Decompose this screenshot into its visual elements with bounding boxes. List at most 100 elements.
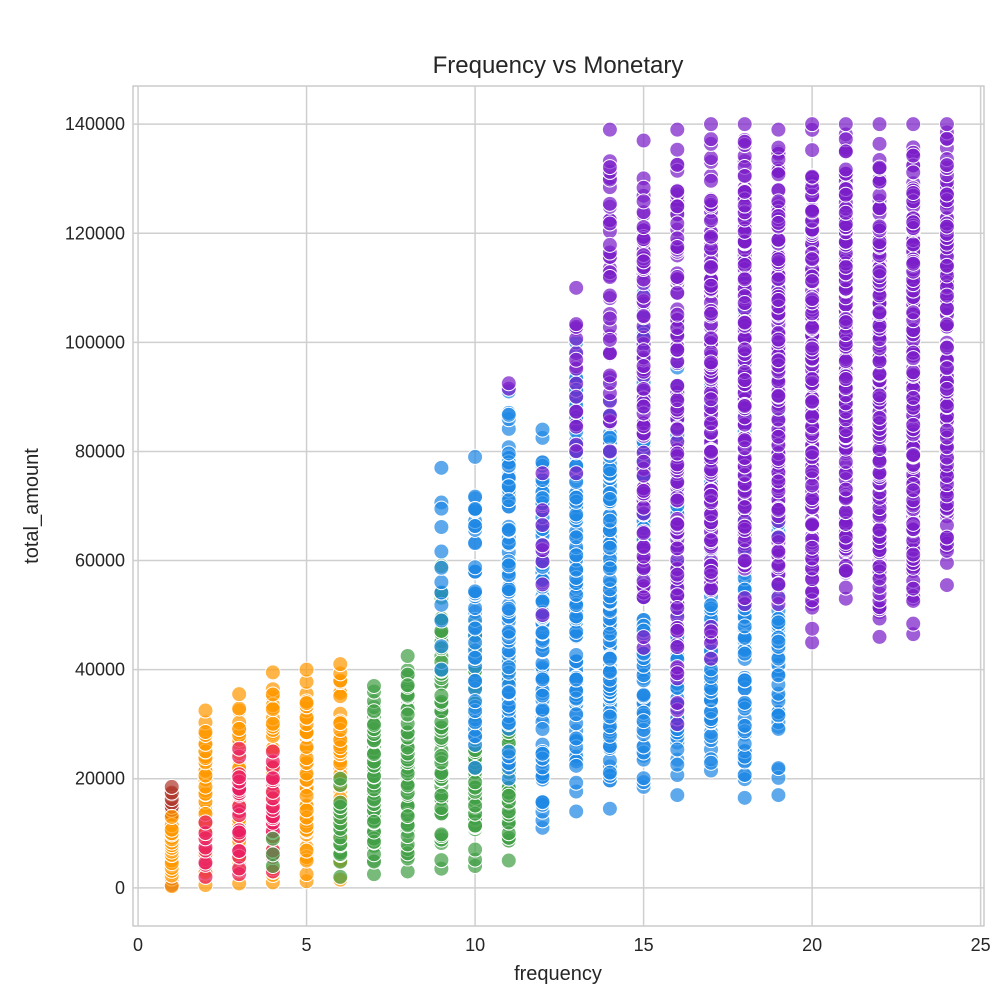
data-point [601,407,618,424]
data-point [568,388,585,405]
y-tick-label: 140000 [65,114,125,134]
data-point [770,707,787,724]
data-point [467,500,484,517]
data-point [837,116,854,133]
data-point [467,649,484,666]
data-point [736,271,753,288]
data-point [197,702,214,719]
data-point [736,256,753,273]
data-point [500,600,517,617]
data-point [770,760,787,777]
data-point [905,147,922,164]
data-point [770,166,787,183]
data-point [231,700,248,717]
data-point [433,459,450,476]
data-point [669,492,686,509]
data-point [871,116,888,133]
data-point [703,415,720,432]
data-point [534,465,551,482]
data-point [736,133,753,150]
data-point [703,330,720,347]
data-point [804,251,821,268]
x-axis-title: frequency [514,963,602,985]
data-point [332,770,349,787]
data-point [770,473,787,490]
data-point [703,172,720,189]
data-point [601,345,618,362]
data-point [669,377,686,394]
x-tick-label: 25 [971,935,991,955]
data-point [770,720,787,737]
data-point [568,671,585,688]
x-tick-label: 0 [133,935,143,955]
data-point [770,633,787,650]
data-point [703,754,720,771]
data-point [601,512,618,529]
data-point [601,443,618,460]
data-point [703,563,720,580]
data-point [264,770,281,787]
data-series [500,116,955,733]
data-point [703,258,720,275]
data-point [669,639,686,656]
x-tick-label: 20 [802,935,822,955]
data-point [770,291,787,308]
data-point [534,607,551,624]
data-point [804,393,821,410]
data-point [871,387,888,404]
data-point [669,392,686,409]
data-point [635,539,652,556]
data-point [433,787,450,804]
data-point [197,767,214,784]
data-point [467,634,484,651]
data-point [568,561,585,578]
data-point [770,331,787,348]
data-point [905,116,922,133]
data-point [669,319,686,336]
data-point [635,193,652,210]
data-point [736,372,753,389]
data-point [736,341,753,358]
data-point [601,461,618,478]
data-point [601,215,618,232]
data-point [298,695,315,712]
data-point [534,593,551,610]
data-point [703,487,720,504]
data-point [568,803,585,820]
data-point [568,418,585,435]
data-point [163,778,180,795]
data-point [770,501,787,518]
data-point [601,331,618,348]
data-point [601,539,618,556]
data-point [736,645,753,662]
x-tick-label: 15 [634,935,654,955]
data-point [669,421,686,438]
data-point [500,623,517,640]
y-tick-label: 20000 [75,769,125,789]
data-point [938,360,955,377]
data-point [736,552,753,569]
data-point [871,558,888,575]
data-point [500,521,517,538]
data-point [669,445,686,462]
y-tick-label: 40000 [75,660,125,680]
y-axis-title: total_amount [21,448,43,564]
data-points [163,116,955,895]
data-point [298,842,315,859]
data-point [770,387,787,404]
data-point [534,502,551,519]
data-point [804,463,821,480]
data-point [231,769,248,786]
data-point [601,625,618,642]
data-point [231,686,248,703]
data-point [736,116,753,133]
data-point [736,499,753,516]
data-point [703,727,720,744]
data-point [635,687,652,704]
data-point [298,787,315,804]
data-point [905,236,922,253]
data-point [770,576,787,593]
data-point [804,539,821,556]
data-point [669,156,686,173]
data-point [736,295,753,312]
